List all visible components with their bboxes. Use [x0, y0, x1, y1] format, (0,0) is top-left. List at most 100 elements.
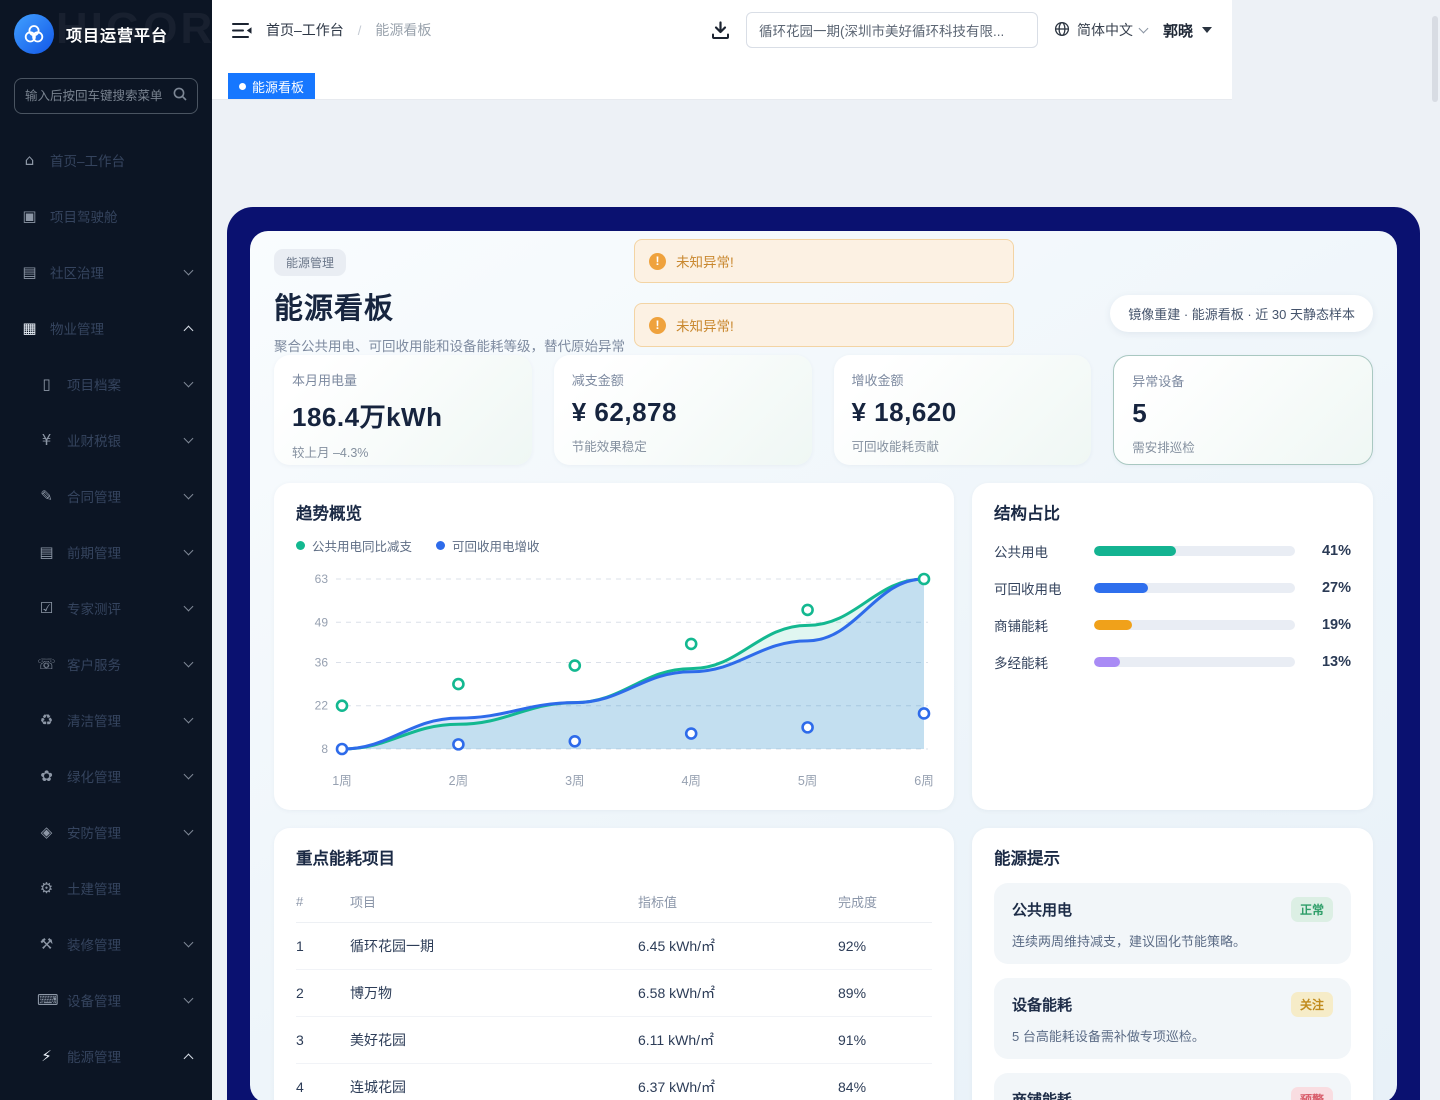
tabbar: 能源看板 — [212, 60, 1232, 100]
alert-unknown-anomaly: ! 未知异常! — [634, 239, 1014, 283]
bar-fill — [1094, 620, 1133, 630]
key-projects-table: # 项目 指标值 完成度 1 循环花园一期 6.45 kWh/㎡ — [296, 881, 932, 1100]
globe-icon — [1054, 21, 1070, 40]
table-row: 3 美好花园 6.11 kWh/㎡ 91% — [296, 1016, 932, 1064]
chevron-up-icon — [183, 325, 194, 335]
download-icon[interactable] — [711, 20, 730, 40]
chevron-up-icon — [183, 1053, 194, 1063]
stat-cards: 本月用电量 186.4万kWh 较上月 –4.3% 减支金额 ¥ 62,878 … — [274, 355, 1373, 465]
structure-row-diversified: 多经能耗 13% — [994, 654, 1351, 671]
chevron-down-icon — [183, 433, 194, 443]
category-badge: 能源管理 — [274, 249, 347, 276]
stat-revenue-gain: 增收金额 ¥ 18,620 可回收能耗贡献 — [833, 355, 1092, 465]
svg-text:22: 22 — [315, 699, 329, 713]
clean-icon: ♻ — [39, 711, 54, 729]
structure-title: 结构占比 — [994, 505, 1060, 523]
sidebar-item-clean[interactable]: ♻ 清洁管理 — [27, 700, 202, 740]
sidebar-item-contract[interactable]: ✎ 合同管理 — [27, 476, 202, 516]
civil-icon: ⚙ — [39, 879, 54, 897]
key-projects-panel: 重点能耗项目 # 项目 指标值 完成度 1 — [274, 828, 954, 1100]
sidebar-item-finance[interactable]: ¥ 业财税银 — [27, 420, 202, 460]
sidebar-search-input[interactable] — [25, 89, 165, 103]
svg-text:8: 8 — [321, 742, 328, 756]
archive-icon: ▯ — [42, 375, 51, 393]
tip-public-power: 公共用电 正常 连续两周维持减支，建议固化节能策略。 — [994, 883, 1351, 964]
status-badge: 正常 — [1290, 897, 1333, 922]
energy-icon: ⚡ — [41, 1047, 52, 1065]
search-icon — [173, 87, 187, 106]
app-logo: 项目运营平台 — [0, 0, 212, 54]
col-header-project: 项目 — [350, 881, 638, 923]
svg-text:4周: 4周 — [681, 774, 700, 788]
bar-percent: 19% — [1321, 617, 1351, 633]
tab-energy-dashboard[interactable]: 能源看板 — [228, 73, 316, 99]
contract-icon: ✎ — [40, 487, 53, 505]
chevron-down-icon — [183, 769, 194, 779]
chart-legend: 公共用电同比减支 可回收用电增收 — [296, 536, 932, 555]
tip-shop-energy: 商铺能耗 预警 本月波动偏高，建议核查晚间峰值。 — [994, 1073, 1351, 1100]
bar-percent: 13% — [1321, 654, 1351, 670]
bar-fill — [1094, 546, 1177, 556]
chevron-down-icon — [183, 601, 194, 611]
warning-icon: ! — [649, 316, 666, 334]
sidebar-item-green[interactable]: ✿ 绿化管理 — [27, 756, 202, 796]
alerts: ! 未知异常! ! 未知异常! — [634, 239, 1014, 347]
sidebar-item-early-stage[interactable]: ▤ 前期管理 — [27, 532, 202, 572]
sidebar-item-community[interactable]: ▤ 社区治理 — [10, 252, 202, 292]
sidebar-item-service[interactable]: ☏ 客户服务 — [27, 644, 202, 684]
expert-icon: ☑ — [39, 599, 54, 617]
chevron-down-icon — [183, 657, 194, 667]
sidebar-item-security[interactable]: ◈ 安防管理 — [27, 812, 202, 852]
svg-text:36: 36 — [315, 655, 329, 669]
table-row: 2 博万物 6.58 kWh/㎡ 89% — [296, 969, 932, 1017]
sidebar-item-expert[interactable]: ☑ 专家测评 — [27, 588, 202, 628]
property-icon: ▦ — [22, 319, 37, 337]
sidebar-item-device[interactable]: ⌨ 设备管理 — [27, 980, 202, 1020]
svg-text:63: 63 — [315, 572, 329, 586]
caret-down-icon — [1202, 27, 1212, 33]
community-icon: ▤ — [22, 263, 37, 281]
legend-dot-icon — [296, 541, 305, 550]
chevron-down-icon — [183, 377, 194, 387]
bar-track — [1094, 546, 1295, 556]
app-title: 项目运营平台 — [66, 28, 169, 45]
sidebar-item-cockpit[interactable]: ▣ 项目驾驶舱 — [10, 196, 202, 236]
svg-text:6周: 6周 — [914, 774, 933, 788]
app-logo-icon — [14, 14, 54, 54]
sidebar-item-civil[interactable]: ⚙ 土建管理 — [27, 868, 202, 908]
table-row: 4 连城花园 6.37 kWh/㎡ 84% — [296, 1063, 932, 1100]
col-header-metric: 指标值 — [638, 881, 838, 923]
sidebar-item-property[interactable]: ▦ 物业管理 — [10, 308, 202, 348]
stat-cost-saving: 减支金额 ¥ 62,878 节能效果稳定 — [553, 355, 812, 465]
sidebar-item-energy[interactable]: ⚡ 能源管理 — [27, 1036, 202, 1076]
language-switcher[interactable]: 简体中文 — [1054, 20, 1149, 40]
chevron-down-icon — [183, 825, 194, 835]
scrollbar[interactable] — [1432, 16, 1438, 102]
trend-title: 趋势概览 — [296, 505, 362, 523]
chevron-down-icon — [183, 713, 194, 723]
page-subtitle: 聚合公共用电、可回收用能和设备能耗等级，替代原始异常 — [274, 339, 625, 354]
collapse-sidebar-icon[interactable] — [232, 22, 252, 39]
bar-track — [1094, 657, 1295, 667]
sidebar-item-decoration[interactable]: ⚒ 装修管理 — [27, 924, 202, 964]
page-title: 能源看板 — [274, 293, 395, 325]
alert-unknown-anomaly: ! 未知异常! — [634, 303, 1014, 347]
breadcrumb-current: 能源看板 — [375, 22, 432, 38]
breadcrumb-root[interactable]: 首页–工作台 — [266, 22, 344, 38]
security-icon: ◈ — [40, 823, 53, 841]
svg-text:5周: 5周 — [798, 774, 817, 788]
bar-percent: 41% — [1321, 543, 1351, 559]
chevron-down-icon — [183, 545, 194, 555]
sidebar-search[interactable] — [14, 78, 198, 114]
sidebar-item-home[interactable]: ⌂ 首页–工作台 — [10, 140, 202, 180]
breadcrumb-separator: / — [357, 22, 362, 38]
project-select[interactable]: 循环花园一期(深圳市美好循环科技有限... — [745, 12, 1038, 48]
structure-row-recyclable: 可回收用电 27% — [994, 580, 1351, 597]
green-icon: ✿ — [40, 767, 53, 785]
col-header-index: # — [296, 881, 350, 923]
user-menu[interactable]: 郭晓 — [1163, 20, 1212, 41]
sidebar-item-energy-archive[interactable]: 能源建档 — [46, 1092, 202, 1100]
status-badge: 预警 — [1290, 1087, 1333, 1100]
sidebar-item-archive[interactable]: ▯ 项目档案 — [27, 364, 202, 404]
svg-text:3周: 3周 — [565, 774, 584, 788]
